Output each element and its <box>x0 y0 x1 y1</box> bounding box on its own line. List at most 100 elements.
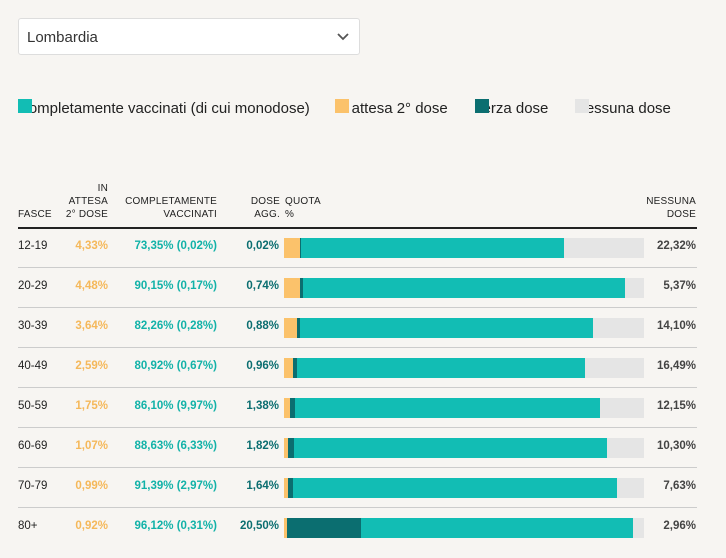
bar-vaccinated <box>300 278 625 298</box>
vaccinated-cell: 82,26% (0,28%) <box>100 320 218 332</box>
vaccinated-value: 96,12% <box>134 520 174 532</box>
bar-none <box>600 398 644 418</box>
none-value: 16,49% <box>656 360 696 372</box>
legend-swatch <box>18 99 32 113</box>
waiting-value: 2,59% <box>75 360 108 372</box>
booster-value: 20,50% <box>239 520 279 532</box>
legend-label: Completamente vaccinati (di cui monodose… <box>18 100 310 117</box>
vaccinated-cell: 73,35% (0,02%) <box>100 240 218 252</box>
bar-vaccinated <box>287 518 634 538</box>
vaccinated-value: 91,39% <box>134 480 174 492</box>
vaccinated-value: 88,63% <box>134 440 174 452</box>
bar-none <box>624 278 644 298</box>
bar-vaccinated <box>293 358 585 378</box>
legend-label: In attesa 2° dose <box>335 100 448 117</box>
bar-waiting <box>284 318 298 338</box>
column-header: NESSUNA DOSE <box>646 196 696 220</box>
bar-none <box>593 318 644 338</box>
age-group: 20-29 <box>18 280 48 292</box>
bar-waiting <box>284 238 300 258</box>
bar-none <box>633 518 644 538</box>
select-value: Lombardia <box>27 29 98 46</box>
age-group: 12-19 <box>18 240 48 252</box>
waiting-value: 3,64% <box>75 320 108 332</box>
bar-waiting <box>284 518 288 538</box>
bar-booster <box>287 438 295 458</box>
monodose-value: (0,28%) <box>176 320 217 332</box>
bar-waiting <box>284 358 294 378</box>
vaccinated-cell: 80,92% (0,67%) <box>100 360 218 372</box>
monodose-value: (6,33%) <box>176 440 217 452</box>
booster-value: 1,38% <box>246 400 279 412</box>
booster-value: 1,82% <box>246 440 279 452</box>
column-header: COMPLETAMENTE VACCINATI <box>125 196 217 220</box>
bar-vaccinated <box>287 438 607 458</box>
legend-item: In attesa 2° dose <box>335 98 460 119</box>
bar-booster <box>293 358 297 378</box>
column-header: QUOTA % <box>285 196 321 220</box>
region-select[interactable]: Lombardia <box>18 18 360 55</box>
legend-item: Completamente vaccinati (di cui monodose… <box>18 98 318 119</box>
none-value: 5,37% <box>663 280 696 292</box>
monodose-value: (0,67%) <box>176 360 217 372</box>
vaccinated-cell: 96,12% (0,31%) <box>100 520 218 532</box>
none-value: 22,32% <box>656 240 696 252</box>
monodose-value: (0,31%) <box>176 520 217 532</box>
vaccinated-cell: 88,63% (6,33%) <box>100 440 218 452</box>
column-header: DOSE AGG. <box>250 196 280 220</box>
booster-value: 1,64% <box>246 480 279 492</box>
monodose-value: (0,02%) <box>176 240 217 252</box>
bar-waiting <box>284 398 291 418</box>
bar-none <box>606 438 644 458</box>
bar-waiting <box>284 278 301 298</box>
booster-value: 0,74% <box>246 280 279 292</box>
age-group: 50-59 <box>18 400 48 412</box>
legend-item: Nessuna dose <box>575 98 685 119</box>
none-value: 12,15% <box>656 400 696 412</box>
column-header: FASCE <box>18 209 52 220</box>
chevron <box>337 33 349 41</box>
booster-value: 0,96% <box>246 360 279 372</box>
age-group: 70-79 <box>18 480 48 492</box>
vaccinated-value: 90,15% <box>134 280 174 292</box>
legend-swatch <box>475 99 489 113</box>
bar-waiting <box>284 478 288 498</box>
waiting-value: 0,92% <box>75 520 108 532</box>
vaccinated-cell: 90,15% (0,17%) <box>100 280 218 292</box>
bar-waiting <box>284 438 288 458</box>
bar-none <box>616 478 645 498</box>
waiting-value: 1,75% <box>75 400 108 412</box>
age-group: 60-69 <box>18 440 48 452</box>
monodose-value: (9,97%) <box>176 400 217 412</box>
booster-value: 0,88% <box>246 320 279 332</box>
bar-booster <box>297 318 301 338</box>
vaccinated-value: 80,92% <box>134 360 174 372</box>
column-header: IN ATTESA 2° DOSE <box>65 183 108 220</box>
row-separator <box>18 307 697 308</box>
vaccinated-value: 73,35% <box>134 240 174 252</box>
monodose-value: (0,17%) <box>176 280 217 292</box>
bar-none <box>584 358 644 378</box>
row-separator <box>18 347 697 348</box>
waiting-value: 4,33% <box>75 240 108 252</box>
row-separator <box>18 267 697 268</box>
none-value: 7,63% <box>663 480 696 492</box>
legend-swatch <box>335 99 349 113</box>
booster-value: 0,02% <box>246 240 279 252</box>
bar-vaccinated <box>290 398 601 418</box>
waiting-value: 4,48% <box>75 280 108 292</box>
vaccinated-value: 82,26% <box>134 320 174 332</box>
vaccinated-value: 86,10% <box>134 400 174 412</box>
bar-vaccinated <box>299 238 564 258</box>
waiting-value: 0,99% <box>75 480 108 492</box>
bar-booster <box>287 478 294 498</box>
bar-vaccinated <box>287 478 617 498</box>
legend-swatch <box>575 99 589 113</box>
legend-label: Terza dose <box>475 100 549 117</box>
bar-booster <box>290 398 296 418</box>
bar-booster <box>299 238 302 258</box>
waiting-value: 1,07% <box>75 440 108 452</box>
row-separator <box>18 507 697 508</box>
row-separator <box>18 467 697 468</box>
